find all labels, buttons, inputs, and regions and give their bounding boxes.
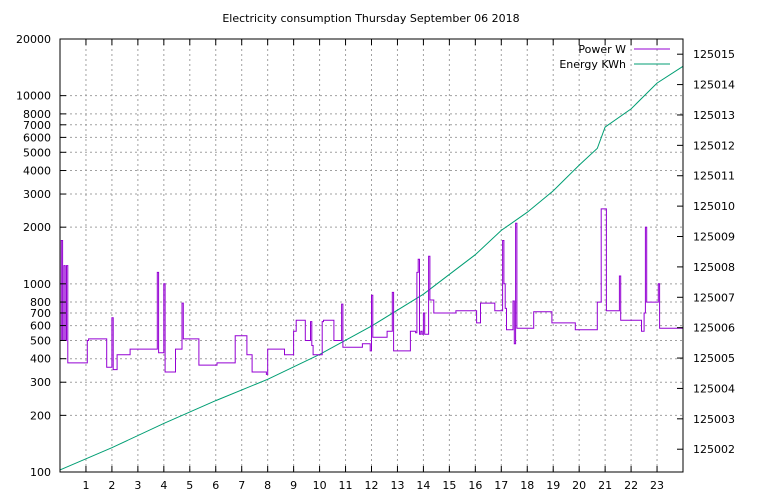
x-tick-label: 21 [598, 479, 612, 492]
x-tick-label: 1 [82, 479, 89, 492]
y-right-tick-label: 125009 [693, 231, 735, 244]
x-tick-label: 2 [108, 479, 115, 492]
y-right-tick-label: 125011 [693, 170, 735, 183]
y-right-tick-label: 125007 [693, 291, 735, 304]
y-right-tick-label: 125006 [693, 322, 735, 335]
y-left-tick-label: 400 [30, 353, 51, 366]
y-left-tick-label: 10000 [16, 90, 51, 103]
grid [60, 39, 683, 472]
y-left-tick-label: 8000 [23, 108, 51, 121]
y-right-tick-label: 125013 [693, 109, 735, 122]
x-tick-label: 14 [416, 479, 430, 492]
y-left-tick-label: 7000 [23, 119, 51, 132]
x-tick-label: 20 [572, 479, 586, 492]
y-right-tick-label: 125010 [693, 200, 735, 213]
y-right-tick-label: 125002 [693, 443, 735, 456]
y-left-tick-label: 3000 [23, 188, 51, 201]
x-tick-label: 15 [442, 479, 456, 492]
y-right-tick-label: 125003 [693, 413, 735, 426]
y-left-tick-label: 1000 [23, 278, 51, 291]
x-tick-label: 6 [212, 479, 219, 492]
y-right-tick-label: 125012 [693, 139, 735, 152]
y-left-tick-label: 2000 [23, 221, 51, 234]
x-tick-label: 13 [390, 479, 404, 492]
x-tick-label: 3 [134, 479, 141, 492]
y-left-tick-label: 500 [30, 334, 51, 347]
x-tick-label: 18 [520, 479, 534, 492]
x-tick-label: 8 [264, 479, 271, 492]
x-tick-label: 19 [546, 479, 560, 492]
x-tick-label: 7 [238, 479, 245, 492]
y-right-tick-label: 125005 [693, 352, 735, 365]
x-tick-label: 17 [494, 479, 508, 492]
x-tick-label: 16 [468, 479, 482, 492]
y-left-tick-label: 700 [30, 307, 51, 320]
x-tick-label: 5 [186, 479, 193, 492]
legend: Power W Energy KWh [559, 43, 670, 71]
y-right-tick-label: 125015 [693, 48, 735, 61]
plot-area [59, 65, 684, 471]
legend-label-power: Power W [578, 43, 626, 56]
y-left-tick-label: 800 [30, 296, 51, 309]
x-tick-label: 11 [339, 479, 353, 492]
y-left-tick-label: 20000 [16, 33, 51, 46]
y-right-tick-label: 125004 [693, 382, 735, 395]
x-tick-label: 12 [365, 479, 379, 492]
x-tick-label: 4 [160, 479, 167, 492]
y-left-tick-label: 100 [30, 466, 51, 479]
y-right-tick-label: 125014 [693, 79, 735, 92]
x-tick-label: 9 [290, 479, 297, 492]
y-right-tick-label: 125008 [693, 261, 735, 274]
x-tick-label: 10 [313, 479, 327, 492]
energy-kwh-line [59, 65, 684, 471]
x-tick-label: 22 [624, 479, 638, 492]
x-tick-label: 23 [650, 479, 664, 492]
chart-title: Electricity consumption Thursday Septemb… [222, 12, 519, 25]
y-left-tick-label: 6000 [23, 131, 51, 144]
power-w-line [60, 208, 683, 375]
legend-label-energy: Energy KWh [559, 58, 626, 71]
y-left-tick-label: 300 [30, 376, 51, 389]
y-left-tick-label: 600 [30, 320, 51, 333]
y-left-tick-label: 4000 [23, 165, 51, 178]
y-left-tick-label: 5000 [23, 146, 51, 159]
y-left-tick-label: 200 [30, 409, 51, 422]
